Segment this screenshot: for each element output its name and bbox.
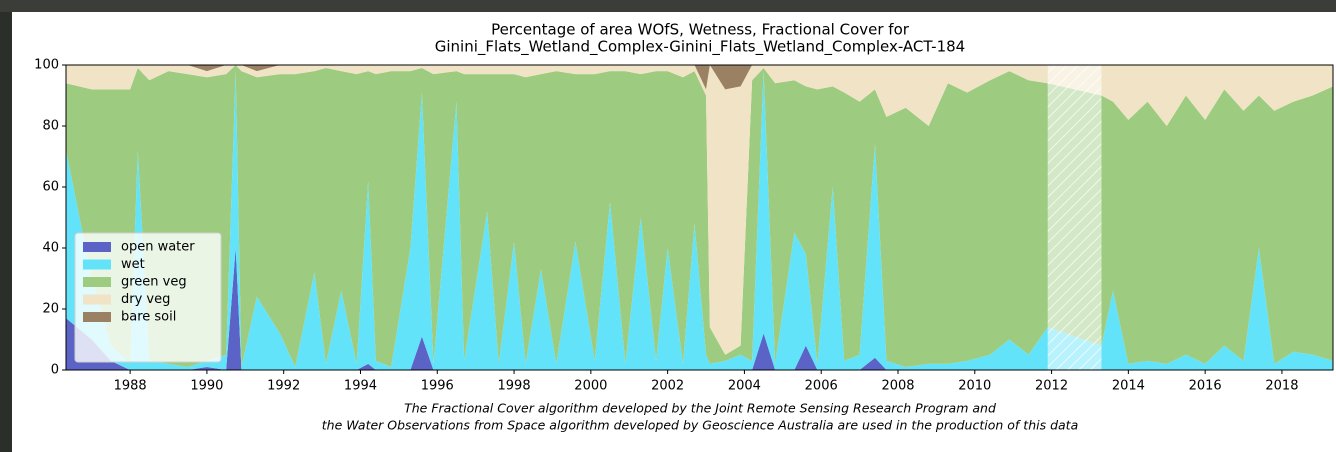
plot-frame [65,64,1334,371]
y-tick-label: 100 [34,58,59,73]
y-tick-label: 0 [51,363,59,378]
x-tick-label: 1992 [267,379,300,394]
legend-box [74,232,222,363]
y-tick-label: 60 [42,180,59,195]
area [66,65,1333,90]
x-tick-label: 2008 [881,379,914,394]
x-tick-label: 1990 [190,379,223,394]
legend-label: wet [121,257,145,272]
x-tick-label: 2004 [728,379,761,394]
y-tick-label: 20 [42,302,59,317]
x-tick-label: 1998 [498,379,531,394]
x-tick-label: 2012 [1035,379,1068,394]
chart-title: Percentage of area WOfS, Wetness, Fracti… [491,21,910,39]
legend-swatch [83,242,111,252]
background-strip [0,0,1336,12]
legend-label: dry veg [121,292,170,307]
area [66,65,1333,367]
x-tick-label: 2014 [1112,379,1145,394]
legend-swatch [83,294,111,305]
shaded-span-hatch [1047,65,1102,370]
area [66,65,1333,355]
footnote: the Water Observations from Space algori… [322,418,1078,433]
legend-swatch [83,312,111,322]
x-tick-label: 2000 [574,379,607,394]
legend-label: bare soil [121,310,176,325]
area [66,71,1333,370]
x-tick-label: 1988 [114,379,147,394]
footnote: The Fractional Cover algorithm developed… [404,401,996,416]
x-tick-label: 2016 [1189,379,1222,394]
legend-swatch [83,277,111,287]
x-tick-label: 2018 [1265,379,1298,394]
x-tick-label: 2002 [651,379,684,394]
y-tick-label: 80 [42,119,59,134]
x-tick-label: 2006 [805,379,838,394]
x-tick-label: 1994 [344,379,377,394]
chart-title: Ginini_Flats_Wetland_Complex-Ginini_Flat… [435,38,965,57]
x-tick-label: 1996 [421,379,454,394]
y-tick-label: 40 [42,241,59,256]
legend-label: open water [121,240,195,255]
background-strip [0,0,12,452]
x-tick-label: 2010 [958,379,991,394]
legend-label: green veg [121,275,187,290]
legend-swatch [83,259,111,270]
